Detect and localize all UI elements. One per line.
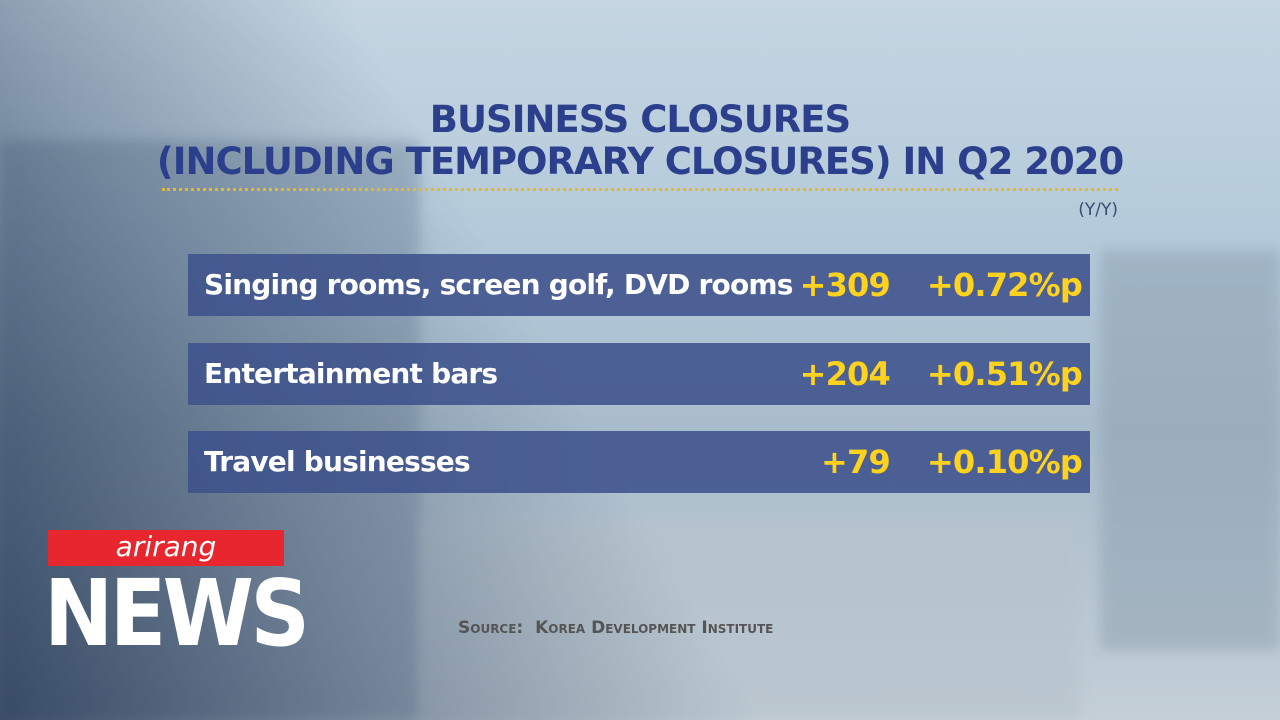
closure-count: +79: [821, 443, 891, 481]
table-row: Singing rooms, screen golf, DVD rooms +30…: [188, 254, 1090, 316]
closure-count: +204: [799, 355, 891, 393]
rate-change: +0.72%p: [926, 266, 1083, 304]
source-text: Korea Development Institute: [535, 618, 774, 638]
brand-logo: arirang: [48, 530, 284, 566]
table-row: Entertainment bars +204 +0.51%p: [188, 343, 1090, 405]
table-row: Travel businesses +79 +0.10%p: [188, 431, 1090, 493]
source: Source: Korea Development Institute: [458, 618, 773, 638]
unit: (Y/Y): [1078, 200, 1118, 220]
closure-count: +309: [799, 266, 891, 304]
news-logo: NEWS: [44, 560, 310, 667]
title-line: (INCLUDING TEMPORARY CLOSURES) IN Q2 202…: [156, 140, 1124, 183]
divider: [162, 188, 1118, 191]
row-label: Singing rooms, screen golf, DVD rooms: [204, 268, 793, 301]
source-label: Source:: [458, 618, 524, 638]
rate-change: +0.51%p: [926, 355, 1083, 393]
row-label: Entertainment bars: [204, 357, 498, 390]
rate-change: +0.10%p: [926, 443, 1083, 481]
row-label: Travel businesses: [204, 445, 471, 478]
title-line: BUSINESS CLOSURES: [429, 98, 851, 141]
